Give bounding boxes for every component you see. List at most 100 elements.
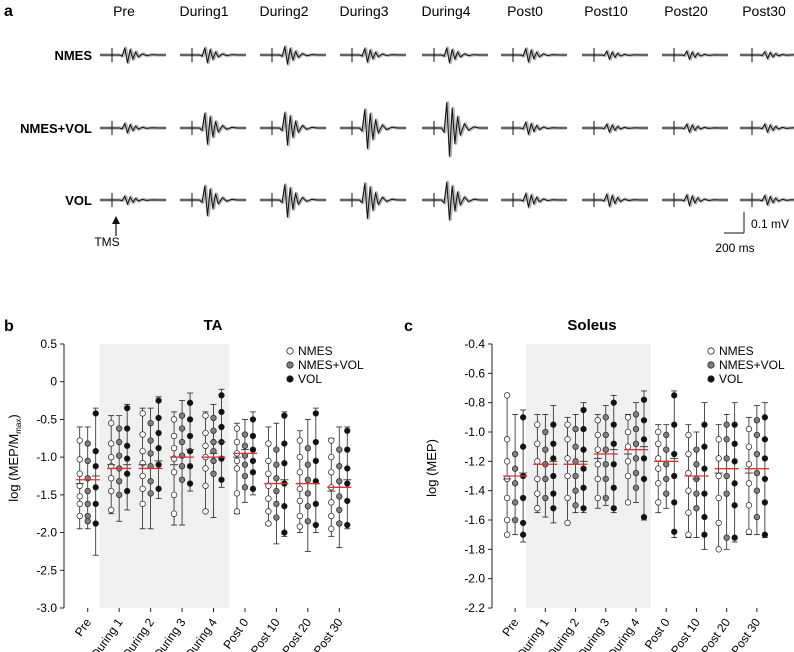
- soleus-point-nmes-vol: [723, 436, 730, 443]
- ta-legend-vol: VOL: [298, 372, 322, 386]
- ta-point-nmes-vol: [210, 438, 217, 446]
- soleus-point-nmes-vol: [602, 431, 609, 439]
- soleus-point-vol: [701, 421, 708, 428]
- ta-point-nmes-vol: [147, 437, 154, 444]
- ta-point-nmes: [76, 470, 83, 477]
- ta-point-nmes-vol: [84, 512, 91, 520]
- ta-point-vol: [92, 463, 99, 470]
- trace-nmes-during2: [260, 46, 326, 65]
- ta-y-tick-label: -1.0: [36, 450, 57, 464]
- soleus-point-vol: [761, 414, 769, 421]
- soleus-point-vol: [580, 446, 587, 453]
- soleus-point-vol: [731, 480, 738, 487]
- soleus-point-vol: [610, 484, 617, 491]
- soleus-point-nmes: [503, 516, 511, 524]
- soleus-point-nmes-vol: [572, 425, 579, 433]
- ta-point-vol: [312, 500, 319, 508]
- ta-point-nmes-vol: [273, 500, 280, 508]
- trace-vol-during2: [260, 184, 326, 218]
- ta-point-nmes: [139, 447, 146, 455]
- ta-point-vol: [155, 485, 162, 492]
- ta-point-nmes: [170, 444, 178, 452]
- soleus-point-nmes-vol: [602, 446, 609, 453]
- ta-point-nmes: [265, 520, 272, 527]
- ta-point-vol: [281, 412, 288, 419]
- soleus-point-nmes: [685, 531, 692, 538]
- soleus-point-nmes-vol: [572, 472, 579, 480]
- soleus-point-nmes-vol: [663, 461, 670, 468]
- column-label-post10: Post10: [584, 3, 628, 19]
- ta-point-vol: [155, 444, 162, 452]
- soleus-point-nmes: [745, 461, 753, 468]
- ta-point-nmes: [296, 437, 303, 444]
- soleus-point-vol: [671, 421, 678, 428]
- soleus-x-label-pre: Pre: [499, 615, 521, 639]
- ta-point-nmes-vol: [116, 491, 123, 499]
- ta-point-nmes: [265, 440, 272, 447]
- ta-point-vol: [186, 463, 194, 470]
- soleus-point-vol: [761, 499, 769, 506]
- trace-nmes-during3: [340, 48, 406, 63]
- soleus-point-vol: [731, 440, 738, 447]
- ta-point-vol: [249, 416, 257, 423]
- soleus-point-nmes-vol: [602, 475, 609, 483]
- panel-c-label: c: [404, 318, 413, 335]
- ta-x-label-post-30: Post 30: [311, 615, 346, 652]
- soleus-point-nmes-vol: [632, 469, 640, 477]
- ta-point-vol: [344, 497, 351, 505]
- trace-nmes-during1: [180, 47, 246, 64]
- ta-point-nmes-vol: [241, 431, 249, 438]
- ta-point-nmes: [233, 508, 241, 515]
- trace-nmes-vol-post10: [582, 123, 648, 133]
- soleus-point-nmes-vol: [602, 414, 609, 421]
- trace-band: [422, 180, 488, 222]
- soleus-point-nmes-vol: [693, 446, 700, 453]
- ta-point-nmes: [108, 487, 115, 495]
- soleus-point-vol: [610, 461, 617, 468]
- soleus-point-nmes: [534, 505, 541, 512]
- trace-nmes-post10: [582, 50, 648, 60]
- soleus-point-nmes: [655, 455, 662, 462]
- soleus-point-vol: [640, 436, 648, 443]
- ta-point-nmes: [328, 499, 335, 506]
- ta-point-vol: [155, 429, 162, 437]
- trace-band: [422, 101, 488, 158]
- ta-point-nmes-vol: [241, 461, 249, 468]
- soleus-point-nmes-vol: [602, 461, 609, 468]
- soleus-point-vol: [761, 436, 769, 443]
- panel-a-label: a: [4, 3, 13, 20]
- ta-point-vol: [155, 461, 162, 468]
- soleus-point-nmes-vol: [663, 431, 670, 439]
- soleus-legend-marker-nmes-vol: [707, 361, 715, 369]
- soleus-point-nmes: [564, 519, 571, 527]
- ta-x-label-pre: Pre: [72, 615, 94, 639]
- column-label-during1: During1: [179, 3, 228, 19]
- ta-point-nmes-vol: [336, 493, 343, 500]
- ta-point-nmes-vol: [178, 425, 186, 432]
- trace-nmes-vol-pre: [100, 123, 166, 134]
- ta-point-nmes: [233, 490, 241, 497]
- soleus-point-vol: [550, 472, 557, 480]
- soleus-point-nmes-vol: [632, 425, 640, 433]
- ta-point-nmes-vol: [241, 472, 249, 480]
- ta-point-vol: [249, 432, 257, 440]
- trace-band: [260, 111, 326, 147]
- ta-point-nmes-vol: [241, 442, 249, 449]
- trace-vol-during1: [180, 185, 246, 216]
- ta-point-nmes: [296, 523, 303, 530]
- column-label-pre: Pre: [113, 3, 135, 19]
- soleus-point-nmes: [655, 440, 662, 447]
- trace-nmes-vol-during3: [340, 109, 406, 149]
- ta-point-vol: [312, 410, 319, 417]
- ta-point-vol: [312, 438, 319, 446]
- soleus-point-nmes-vol: [753, 450, 761, 458]
- soleus-point-vol: [550, 455, 557, 462]
- soleus-y-tick-label: -0.4: [464, 337, 485, 351]
- trace-vol-during4: [422, 181, 488, 221]
- soleus-point-nmes-vol: [693, 461, 700, 468]
- soleus-x-label-during-2: During 2: [545, 615, 583, 652]
- soleus-point-vol: [761, 475, 769, 483]
- ta-x-label-during-4: During 4: [182, 615, 220, 652]
- soleus-point-nmes-vol: [753, 417, 761, 424]
- ta-point-vol: [155, 414, 162, 422]
